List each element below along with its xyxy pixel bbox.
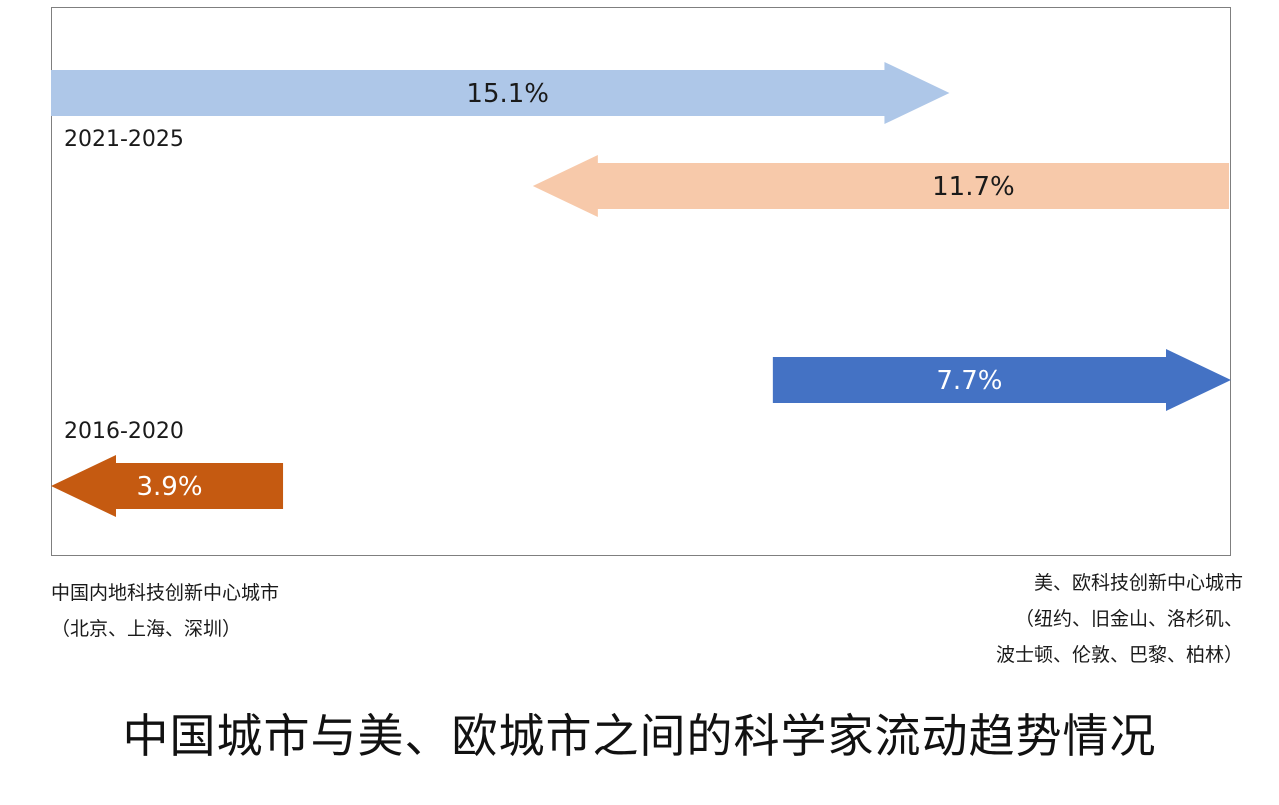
- left-endpoint-label: 中国内地科技创新中心城市 （北京、上海、深圳）: [51, 575, 279, 647]
- right-endpoint-line-3: 波士顿、伦敦、巴黎、柏林）: [996, 637, 1243, 673]
- flow-value-label-2016-2020-right: 7.7%: [936, 366, 1002, 396]
- flow-value-label-2021-2025-right: 15.1%: [466, 79, 549, 109]
- right-endpoint-label: 美、欧科技创新中心城市 （纽约、旧金山、洛杉矶、 波士顿、伦敦、巴黎、柏林）: [996, 565, 1243, 673]
- left-endpoint-line-1: 中国内地科技创新中心城市: [51, 575, 279, 611]
- period-label-2016-2020: 2016-2020: [64, 419, 184, 444]
- right-endpoint-line-1: 美、欧科技创新中心城市: [996, 565, 1243, 601]
- flow-value-label-2016-2020-left: 3.9%: [136, 472, 202, 502]
- left-endpoint-line-2: （北京、上海、深圳）: [51, 611, 279, 647]
- flow-value-label-2021-2025-left: 11.7%: [932, 172, 1015, 202]
- chart-title: 中国城市与美、欧城市之间的科学家流动趋势情况: [0, 700, 1279, 766]
- right-endpoint-line-2: （纽约、旧金山、洛杉矶、: [996, 601, 1243, 637]
- flow-arrow-2021-2025-left: [533, 155, 1229, 217]
- period-label-2021-2025: 2021-2025: [64, 127, 184, 152]
